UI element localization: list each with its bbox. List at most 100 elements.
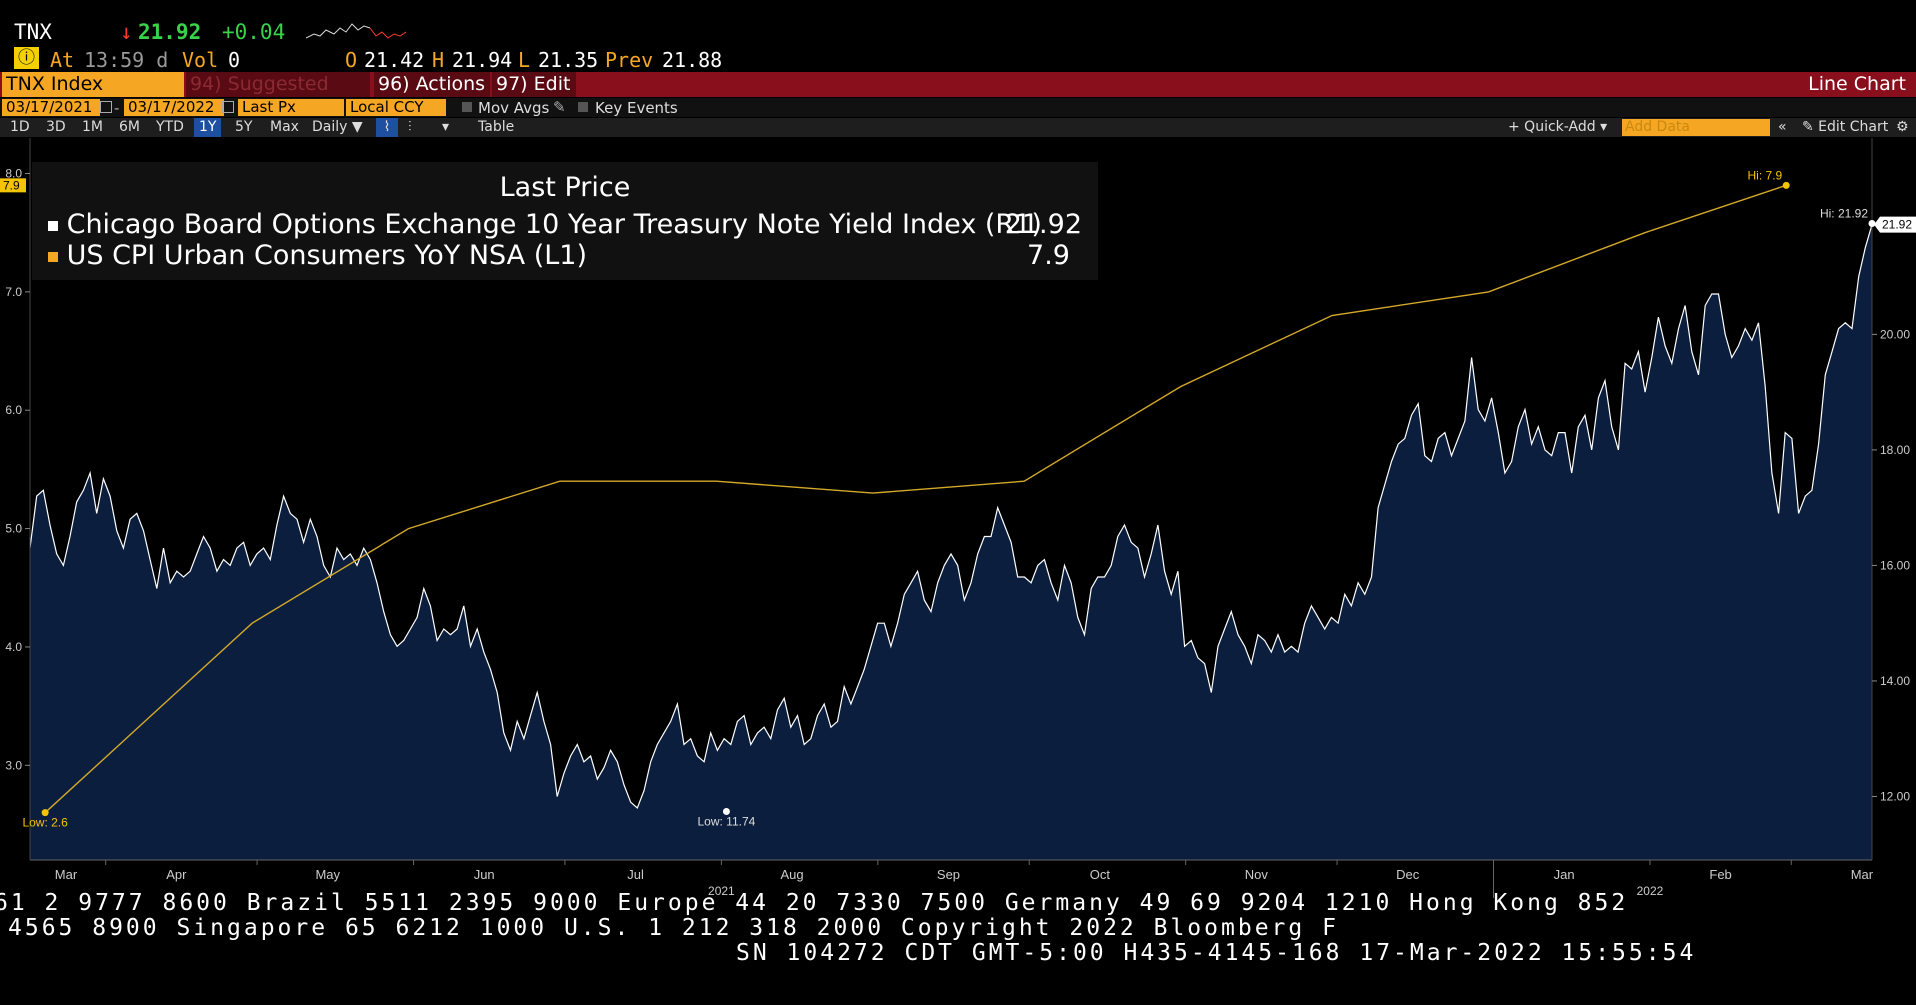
legend-swatch — [48, 220, 58, 231]
legend-entry-tnx: Chicago Board Options Exchange 10 Year T… — [48, 209, 1082, 240]
chevron-down-icon[interactable]: ▾ — [442, 119, 450, 135]
year-label: 2021 — [708, 884, 735, 898]
footer-session: SN 104272 CDT GMT-5:00 H435-4145-168 17-… — [736, 940, 1697, 966]
high-marker — [1782, 181, 1790, 189]
month-label: Dec — [1396, 867, 1420, 882]
high-label: Hi: 7.9 — [1748, 168, 1783, 182]
month-label: Jul — [627, 867, 644, 882]
period-1y[interactable]: 1Y — [194, 118, 222, 137]
last-price: 21.92 — [138, 20, 202, 44]
mov-avgs-label: Mov Avgs — [478, 99, 550, 117]
low-marker — [722, 807, 730, 815]
bar-chart-icon[interactable]: ⫶ — [408, 119, 412, 135]
suggested-charts-button[interactable]: 94) Suggested Charts — [186, 72, 370, 120]
high-value: 21.94 — [452, 48, 513, 72]
legend-title: Last Price — [499, 172, 631, 203]
left-tick-label: 6.0 — [5, 403, 22, 417]
right-tick-label: 14.00 — [1880, 674, 1910, 688]
month-label: Mar — [55, 867, 78, 882]
low-label: Low: 2.6 — [22, 816, 68, 830]
frequency-selector[interactable]: Daily ▼ — [312, 119, 363, 135]
vol-label: Vol — [182, 48, 219, 72]
low-value: 21.35 — [538, 48, 599, 72]
key-events-label: Key Events — [595, 99, 678, 117]
info-icon[interactable]: ⓘ — [14, 47, 39, 69]
calendar-icon[interactable] — [222, 101, 234, 113]
right-tick-label: 16.00 — [1880, 558, 1910, 572]
currency-selector[interactable]: Local CCY — [346, 99, 446, 116]
vol-value: 0 — [228, 48, 241, 72]
low-label: L — [518, 48, 531, 72]
sparkline — [306, 23, 406, 39]
footer-contacts-1: 61 2 9777 8600 Brazil 5511 2395 9000 Eur… — [0, 890, 1629, 916]
quick-add-button[interactable]: + Quick-Add ▾ — [1508, 119, 1608, 135]
edit-chart-button[interactable]: ✎ Edit Chart — [1802, 119, 1889, 135]
net-change: +0.04 — [222, 20, 286, 44]
month-label: Nov — [1245, 867, 1269, 882]
key-events-checkbox[interactable] — [578, 102, 588, 112]
legend-label: Chicago Board Options Exchange 10 Year T… — [66, 209, 1042, 240]
at-label: At — [50, 48, 75, 72]
left-tick-label: 3.0 — [5, 758, 22, 772]
start-date-field[interactable]: 03/17/2021 — [2, 99, 100, 116]
month-label: Aug — [780, 867, 803, 882]
open-label: O — [345, 48, 358, 72]
month-label: Apr — [166, 867, 187, 882]
legend-value: 21.92 — [1004, 209, 1082, 240]
tnx-area — [30, 224, 1872, 861]
right-last-label: 21.92 — [1882, 218, 1912, 232]
chart-type-label: Line Chart — [1808, 73, 1906, 95]
legend-label: US CPI Urban Consumers YoY NSA (L1) — [66, 240, 588, 271]
legend-value: 7.9 — [1027, 240, 1070, 271]
add-data-placeholder: Add Data — [1625, 119, 1690, 135]
period-bar: 1D 3D 1M 6M YTD 1Y 5Y Max Daily ▼ ⌇ ⫶ ▾ … — [0, 118, 1916, 137]
left-tick-label: 7.0 — [5, 285, 22, 299]
add-data-input[interactable]: Add Data — [1622, 119, 1770, 136]
month-label: May — [315, 867, 340, 882]
period-1m[interactable]: 1M — [82, 119, 103, 135]
high-label: Hi: 21.92 — [1820, 206, 1868, 220]
month-label: Feb — [1709, 867, 1731, 882]
month-label: Oct — [1090, 867, 1111, 882]
low-label: Low: 11.74 — [698, 814, 756, 828]
period-6m[interactable]: 6M — [119, 119, 140, 135]
low-marker — [41, 809, 49, 817]
legend-swatch — [48, 251, 58, 262]
open-value: 21.42 — [364, 48, 425, 72]
right-tick-label: 18.00 — [1880, 443, 1910, 457]
period-5y[interactable]: 5Y — [235, 119, 253, 135]
security-field[interactable]: TNX Index — [2, 72, 184, 97]
period-max[interactable]: Max — [270, 119, 299, 135]
period-ytd[interactable]: YTD — [156, 119, 184, 135]
line-chart-icon[interactable]: ⌇ — [376, 118, 398, 137]
prev-label: Prev — [605, 48, 654, 72]
table-button[interactable]: Table — [478, 119, 515, 135]
month-label: Jun — [474, 867, 495, 882]
function-toolbar: TNX Index 94) Suggested Charts 96) Actio… — [0, 72, 1916, 120]
field-selector[interactable]: Last Px — [238, 99, 344, 116]
period-3d[interactable]: 3D — [46, 119, 66, 135]
left-last-tag — [0, 178, 26, 193]
high-marker — [1868, 219, 1876, 227]
mov-avgs-checkbox[interactable] — [462, 102, 472, 112]
end-date-field[interactable]: 03/17/2022 — [124, 99, 224, 116]
edit-menu[interactable]: 97) Edit ▾ — [492, 72, 576, 120]
left-tick-label: 4.0 — [5, 640, 22, 654]
time-value: 13:59 d — [84, 48, 169, 72]
down-arrow-icon: ↓ — [120, 20, 133, 44]
cpi-line — [44, 184, 1787, 814]
right-tick-label: 20.00 — [1880, 327, 1910, 341]
calendar-icon[interactable] — [100, 101, 112, 113]
legend: Last Price Chicago Board Options Exchang… — [32, 162, 1098, 280]
month-label: Sep — [937, 867, 960, 882]
left-tick-label: 8.0 — [5, 167, 22, 181]
actions-menu[interactable]: 96) Actions ▾ — [374, 72, 490, 120]
gear-icon[interactable]: ⚙ — [1896, 119, 1909, 135]
footer-contacts-2: 4565 8900 Singapore 65 6212 1000 U.S. 1 … — [8, 915, 1339, 941]
pencil-icon[interactable]: ✎ — [553, 98, 566, 116]
date-range-bar: 03/17/2021 - 03/17/2022 Last Px Local CC… — [0, 98, 1916, 117]
period-1d[interactable]: 1D — [10, 119, 30, 135]
year-label: 2022 — [1637, 884, 1664, 898]
collapse-icon[interactable]: « — [1778, 119, 1787, 135]
left-tick-label: 5.0 — [5, 522, 22, 536]
